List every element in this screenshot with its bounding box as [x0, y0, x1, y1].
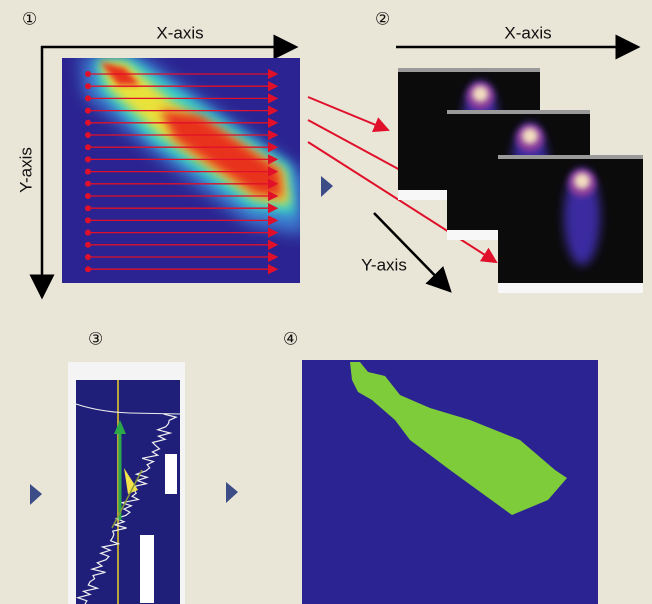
scan-start: [85, 217, 91, 223]
figure: ① X-axis Y-axis ② X-axis Y-axis ③ ④: [0, 0, 652, 604]
scan-start: [85, 71, 91, 77]
x-axis-label: X-axis: [504, 23, 551, 42]
scan-start: [85, 242, 91, 248]
y-axis-label: Y-axis: [16, 147, 35, 193]
scan-start: [85, 156, 91, 162]
frame-top: [398, 68, 540, 72]
plume-core: [472, 86, 488, 102]
panel-number: ①: [22, 9, 37, 28]
scan-start: [85, 254, 91, 260]
scan-start: [85, 132, 91, 138]
scan-start: [85, 120, 91, 126]
scan-start: [85, 95, 91, 101]
scan-start: [85, 205, 91, 211]
scan-start: [85, 181, 91, 187]
y-axis-label: Y-axis: [361, 255, 407, 274]
scan-start: [85, 108, 91, 114]
panel-number: ③: [88, 329, 103, 348]
scan-start: [85, 83, 91, 89]
scan-start: [85, 169, 91, 175]
scan-start: [85, 230, 91, 236]
scan-start: [85, 144, 91, 150]
plume-core: [522, 128, 538, 144]
panel-number: ②: [375, 9, 390, 28]
plume-core: [574, 173, 590, 189]
x-axis-label: X-axis: [156, 23, 203, 42]
label-box: [165, 454, 177, 494]
scan-start: [85, 266, 91, 272]
scan-start: [85, 193, 91, 199]
frame-bottom: [498, 283, 643, 293]
frame-top: [498, 155, 643, 159]
frame-top: [447, 110, 590, 114]
heatmap: [62, 55, 305, 283]
panel-number: ④: [283, 329, 298, 348]
label-box: [140, 535, 154, 603]
